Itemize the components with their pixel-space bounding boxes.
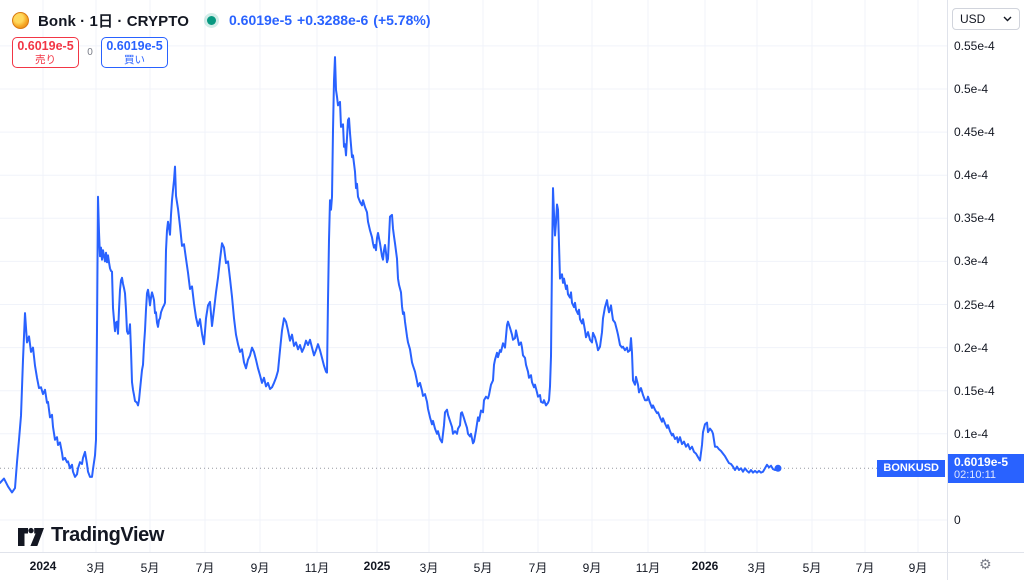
market-status-icon (206, 15, 216, 25)
quote-values: 0.6019e-5 +0.3288e-6 (+5.78%) (229, 12, 436, 28)
buy-label: 買い (124, 53, 145, 66)
time-axis-label: 2025 (363, 559, 391, 573)
price-scale[interactable]: USD 0.55e-4 0.5e-4 0.45e-4 0.4e-4 0.35e-4 0.3… (947, 0, 1024, 552)
price-tick-label: 0.5e-4 (954, 82, 989, 96)
time-axis-label: 9月 (908, 561, 928, 575)
price-tick-label: 0 (954, 513, 961, 527)
price-change: +0.3288e-6 (297, 12, 369, 28)
time-axis-label: 5月 (802, 561, 822, 575)
price-tick-label: 0.35e-4 (954, 211, 995, 226)
price-tick-label: 0.2e-4 (954, 340, 989, 355)
price-tick-label: 0.25e-4 (954, 297, 995, 312)
price-tick-label: 0.1e-4 (954, 426, 989, 441)
time-axis-label: 3月 (747, 561, 767, 575)
bonk-coin-icon (12, 11, 29, 29)
price-tick-label: 0.55e-4 (954, 38, 995, 53)
buy-button[interactable]: 0.6019e-5 買い (101, 37, 168, 68)
symbol-title[interactable]: Bonk · 1日 · CRYPTO (38, 12, 189, 30)
time-scale[interactable]: 2024 3月 5月 7月 9月 11月 2025 3月 5月 7月 9月 11月 2026 3月 5月 7月… (0, 552, 1024, 580)
bar-countdown: 02:10:11 (954, 469, 997, 482)
sell-button[interactable]: 0.6019e-5 売り (12, 37, 79, 68)
tradingview-logo-icon (18, 527, 44, 546)
tradingview-logo[interactable]: TradingView (18, 524, 164, 547)
scale-settings-gear-icon[interactable]: ⚙ (979, 557, 992, 573)
time-axis-label: 7月 (855, 561, 875, 575)
time-axis-label: 2026 (691, 559, 719, 573)
price-line-chart[interactable] (0, 0, 947, 552)
chart-header: Bonk · 1日 · CRYPTO 0.6019e-5 +0.3288e-6 (+… (12, 8, 435, 68)
price-tick-label: 0.45e-4 (954, 125, 995, 140)
currency-label: USD (960, 12, 986, 26)
time-axis-label: 2024 (29, 559, 57, 573)
sell-label: 売り (35, 53, 56, 66)
time-axis-label: 5月 (140, 561, 160, 575)
price-tick-label: 0.4e-4 (954, 168, 989, 183)
time-axis-label: 9月 (250, 561, 270, 575)
axis-corner: ⚙ (947, 553, 1024, 580)
current-price-tag: 0.6019e-5 02:10:11 (948, 454, 1024, 484)
price-tick-label: 0.15e-4 (954, 383, 995, 398)
currency-dropdown[interactable]: USD (952, 8, 1020, 30)
time-axis-label: 7月 (195, 561, 215, 575)
buy-price: 0.6019e-5 (106, 39, 163, 54)
time-axis-label: 11月 (304, 561, 330, 575)
time-axis-label: 9月 (582, 561, 602, 575)
sell-price: 0.6019e-5 (17, 39, 74, 54)
price-tick-label: 0.3e-4 (954, 254, 989, 269)
time-axis-label: 5月 (473, 561, 493, 575)
time-axis-label: 3月 (86, 561, 106, 575)
spread-value: 0 (87, 47, 93, 58)
tradingview-logo-text: TradingView (51, 524, 165, 546)
time-axis-label: 7月 (528, 561, 548, 575)
chevron-down-icon (1003, 16, 1012, 22)
chart-canvas[interactable]: Bonk · 1日 · CRYPTO 0.6019e-5 +0.3288e-6 (+… (0, 0, 947, 552)
time-axis-label: 3月 (419, 561, 439, 575)
symbol-price-flag: BONKUSD (877, 460, 945, 478)
time-axis-label: 11月 (635, 561, 661, 575)
last-price: 0.6019e-5 (228, 12, 293, 28)
price-change-percent: (+5.78%) (373, 12, 431, 28)
current-price-value: 0.6019e-5 (954, 455, 1009, 470)
